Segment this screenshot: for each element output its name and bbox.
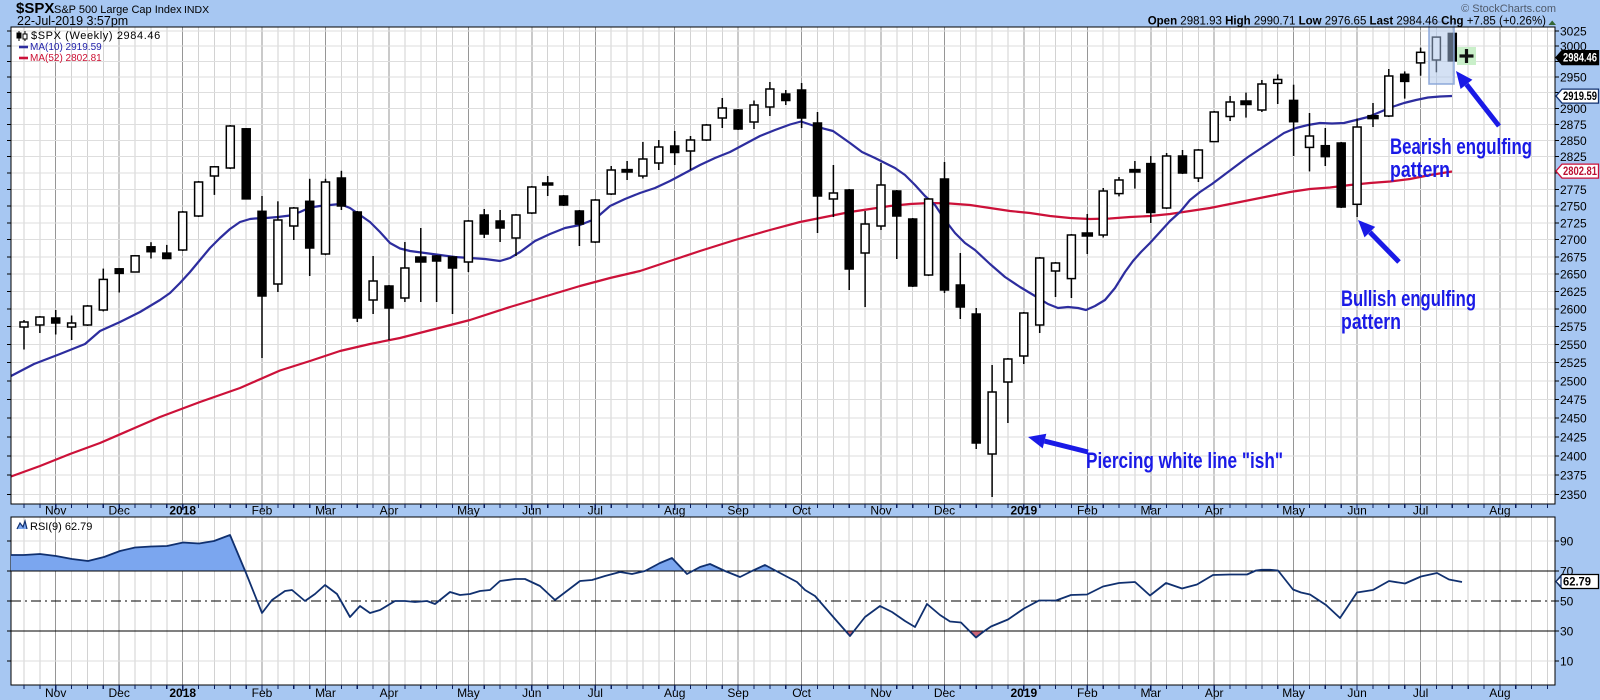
svg-text:90: 90 (1560, 535, 1574, 549)
svg-text:Nov: Nov (45, 686, 66, 700)
svg-text:Sep: Sep (727, 504, 749, 518)
svg-text:2984.46: 2984.46 (1563, 53, 1597, 65)
svg-text:Feb: Feb (252, 686, 273, 700)
svg-text:2875: 2875 (1560, 118, 1587, 132)
svg-text:2919.59: 2919.59 (1563, 91, 1597, 103)
svg-text:Mar: Mar (315, 686, 336, 700)
svg-text:Jun: Jun (522, 686, 541, 700)
svg-text:Jun: Jun (1347, 504, 1366, 518)
svg-text:Apr: Apr (380, 504, 399, 518)
svg-text:Apr: Apr (1205, 504, 1224, 518)
svg-text:Feb: Feb (252, 504, 273, 518)
svg-text:pattern: pattern (1390, 157, 1450, 182)
svg-text:$SPX (Weekly) 2984.46: $SPX (Weekly) 2984.46 (31, 30, 161, 42)
svg-text:$SPX: $SPX (16, 0, 54, 17)
svg-text:50: 50 (1560, 595, 1574, 609)
svg-text:Aug: Aug (1489, 686, 1510, 700)
svg-text:Aug: Aug (1489, 504, 1510, 518)
svg-text:Nov: Nov (45, 504, 66, 518)
svg-text:Piercing white line "ish": Piercing white line "ish" (1086, 448, 1283, 473)
svg-text:2650: 2650 (1560, 268, 1587, 282)
svg-text:May: May (457, 686, 480, 700)
svg-text:Jun: Jun (522, 504, 541, 518)
svg-text:2802.81: 2802.81 (1563, 166, 1597, 178)
svg-text:Jul: Jul (1413, 686, 1428, 700)
svg-text:2775: 2775 (1560, 183, 1587, 197)
svg-text:May: May (1282, 686, 1305, 700)
svg-text:Jun: Jun (1347, 686, 1366, 700)
svg-text:Dec: Dec (109, 504, 130, 518)
svg-text:Dec: Dec (109, 686, 130, 700)
svg-text:Aug: Aug (664, 686, 685, 700)
svg-text:2500: 2500 (1560, 375, 1587, 389)
svg-text:22-Jul-2019 3:57pm: 22-Jul-2019 3:57pm (17, 14, 128, 28)
svg-text:2475: 2475 (1560, 393, 1587, 407)
svg-text:2425: 2425 (1560, 430, 1587, 444)
svg-text:2350: 2350 (1560, 488, 1587, 502)
svg-text:Dec: Dec (934, 686, 955, 700)
svg-text:Open 2981.93 High 2990.71: Open 2981.93 High 2990.71 Low 2976.65 La… (1148, 16, 1546, 28)
svg-text:2575: 2575 (1560, 320, 1587, 334)
svg-text:Oct: Oct (792, 504, 811, 518)
svg-text:Bearish engulfing: Bearish engulfing (1390, 134, 1532, 159)
svg-text:2018: 2018 (169, 504, 196, 518)
svg-text:3025: 3025 (1560, 25, 1587, 39)
svg-text:Apr: Apr (1205, 686, 1224, 700)
svg-text:Mar: Mar (1140, 686, 1161, 700)
svg-text:2625: 2625 (1560, 285, 1587, 299)
svg-text:2900: 2900 (1560, 102, 1587, 116)
svg-text:Apr: Apr (380, 686, 399, 700)
svg-text:Nov: Nov (870, 686, 891, 700)
svg-text:May: May (1282, 504, 1305, 518)
svg-text:INDX: INDX (184, 4, 209, 16)
svg-text:2525: 2525 (1560, 356, 1587, 370)
svg-text:RSI(9) 62.79: RSI(9) 62.79 (30, 521, 92, 533)
svg-text:2019: 2019 (1010, 686, 1037, 700)
svg-text:Jul: Jul (588, 504, 603, 518)
svg-text:2700: 2700 (1560, 233, 1587, 247)
svg-text:2950: 2950 (1560, 71, 1587, 85)
svg-text:Dec: Dec (934, 504, 955, 518)
svg-text:Jul: Jul (588, 686, 603, 700)
svg-text:Nov: Nov (870, 504, 891, 518)
svg-text:2018: 2018 (169, 686, 196, 700)
svg-text:Feb: Feb (1077, 504, 1098, 518)
svg-text:May: May (457, 504, 480, 518)
svg-text:S&P 500 Large Cap Index: S&P 500 Large Cap Index (54, 4, 182, 16)
svg-text:Oct: Oct (792, 686, 811, 700)
svg-text:2450: 2450 (1560, 412, 1587, 426)
svg-text:10: 10 (1560, 655, 1574, 669)
svg-text:30: 30 (1560, 625, 1574, 639)
svg-text:2600: 2600 (1560, 303, 1587, 317)
svg-text:Mar: Mar (1140, 504, 1161, 518)
svg-text:2725: 2725 (1560, 216, 1587, 230)
svg-text:MA(10) 2919.59: MA(10) 2919.59 (30, 42, 102, 53)
svg-text:2825: 2825 (1560, 150, 1587, 164)
svg-text:Sep: Sep (727, 686, 749, 700)
svg-text:pattern: pattern (1341, 309, 1401, 334)
svg-text:2400: 2400 (1560, 450, 1587, 464)
svg-text:Bullish engulfing: Bullish engulfing (1341, 286, 1476, 311)
svg-text:2750: 2750 (1560, 200, 1587, 214)
svg-text:2019: 2019 (1010, 504, 1037, 518)
svg-text:2675: 2675 (1560, 250, 1587, 264)
svg-text:Jul: Jul (1413, 504, 1428, 518)
svg-text:MA(52) 2802.81: MA(52) 2802.81 (30, 53, 102, 64)
svg-text:62.79: 62.79 (1563, 577, 1591, 589)
svg-text:2550: 2550 (1560, 338, 1587, 352)
svg-text:Mar: Mar (315, 504, 336, 518)
svg-text:2850: 2850 (1560, 134, 1587, 148)
svg-text:Feb: Feb (1077, 686, 1098, 700)
svg-text:Aug: Aug (664, 504, 685, 518)
svg-text:2375: 2375 (1560, 469, 1587, 483)
svg-text:© StockCharts.com: © StockCharts.com (1461, 3, 1556, 15)
